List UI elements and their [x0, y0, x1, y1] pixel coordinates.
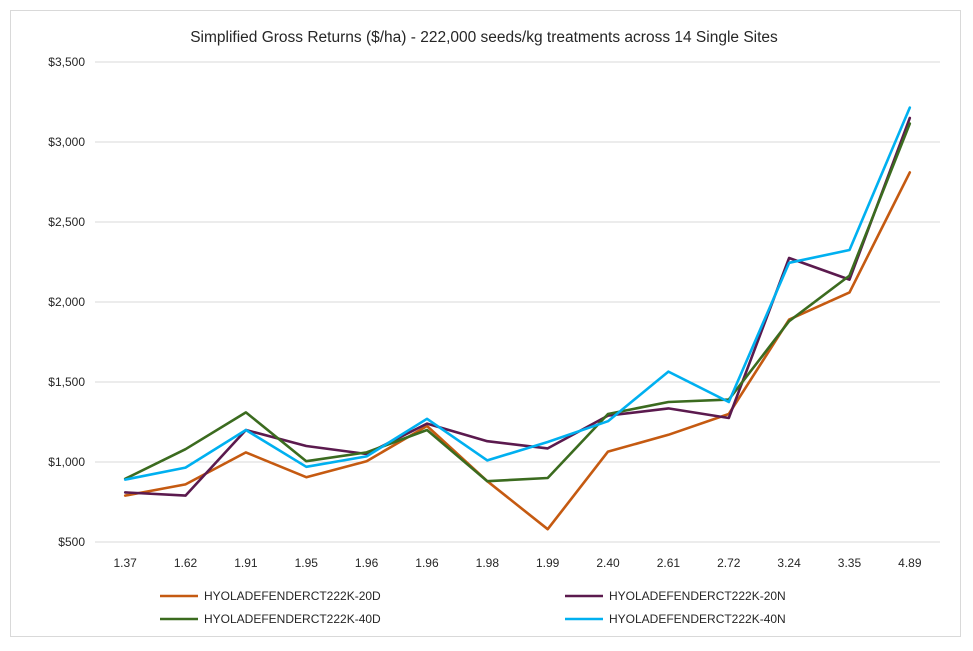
x-tick-label: 1.95: [295, 556, 319, 570]
x-tick-label: 1.99: [536, 556, 560, 570]
legend-label: HYOLADEFENDERCT222K-40N: [609, 612, 786, 626]
series-line-4: [123, 106, 912, 481]
x-tick-label: 1.96: [415, 556, 439, 570]
x-tick-label: 1.62: [174, 556, 198, 570]
y-tick-label: $3,500: [48, 55, 85, 69]
x-tick-label: 2.61: [657, 556, 681, 570]
x-tick-label: 1.37: [113, 556, 137, 570]
y-tick-label: $1,000: [48, 455, 85, 469]
series-line-3: [123, 122, 912, 483]
legend-label: HYOLADEFENDERCT222K-40D: [204, 612, 381, 626]
chart-title: Simplified Gross Returns ($/ha) - 222,00…: [190, 29, 778, 46]
series-line-2: [123, 116, 912, 497]
x-tick-label: 1.91: [234, 556, 258, 570]
x-tick-label: 2.40: [596, 556, 620, 570]
x-tick-label: 1.96: [355, 556, 379, 570]
legend: HYOLADEFENDERCT222K-20D HYOLADEFENDERCT22…: [160, 589, 786, 626]
y-axis-tick-labels: $500 $1,000 $1,500 $2,000 $2,500 $3,000 $3,500: [48, 55, 85, 549]
x-tick-label: 2.72: [717, 556, 741, 570]
x-tick-label: 1.98: [476, 556, 500, 570]
x-axis-tick-labels: 1.37 1.62 1.91 1.95 1.96 1.96 1.98 1.99 2.40 2.61…: [113, 556, 921, 570]
y-tick-label: $1,500: [48, 375, 85, 389]
y-tick-label: $3,000: [48, 135, 85, 149]
y-tick-label: $2,500: [48, 215, 85, 229]
chart-frame: [10, 10, 961, 637]
series-line-1: [123, 171, 912, 531]
y-tick-label: $500: [58, 535, 85, 549]
x-tick-label: 3.24: [777, 556, 801, 570]
x-tick-label: 3.35: [838, 556, 862, 570]
gridlines: [95, 61, 940, 543]
legend-label: HYOLADEFENDERCT222K-20D: [204, 589, 381, 603]
x-tick-label: 4.89: [898, 556, 922, 570]
y-tick-label: $2,000: [48, 295, 85, 309]
legend-label: HYOLADEFENDERCT222K-20N: [609, 589, 786, 603]
series-lines: [123, 106, 912, 531]
